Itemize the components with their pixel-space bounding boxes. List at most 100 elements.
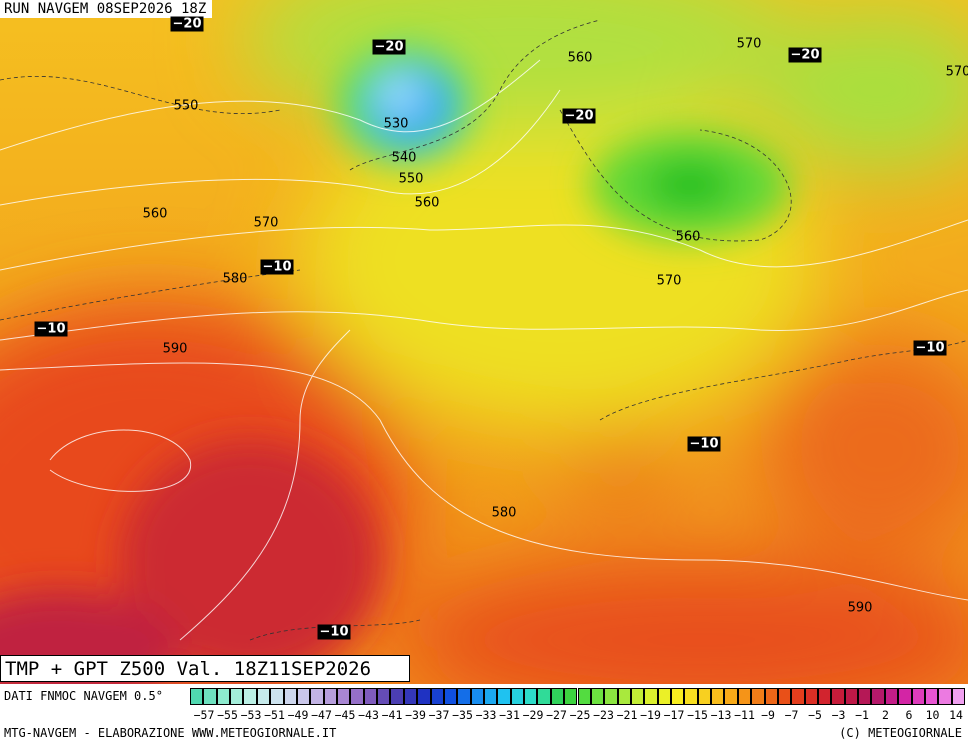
colorbar-swatch <box>844 688 859 705</box>
contour-label: 530 <box>383 116 409 132</box>
colorbar-swatch <box>644 688 658 705</box>
colorbar-swatch <box>377 688 391 705</box>
contour-label: −10 <box>317 624 351 640</box>
colorbar-swatch <box>924 688 939 705</box>
colorbar-label: 6 <box>905 708 913 722</box>
contour-label: 590 <box>162 341 188 357</box>
colorbar-swatch <box>256 688 271 705</box>
copyright: (C) METEOGIORNALE <box>839 726 962 740</box>
colorbar-swatch <box>457 688 471 705</box>
colorbar-label: −31 <box>499 708 520 722</box>
contour-label: −10 <box>260 259 294 275</box>
colorbar-label: −35 <box>452 708 473 722</box>
colorbar-swatch <box>858 688 872 705</box>
colorbar-swatch <box>230 688 244 705</box>
colorbar-swatch <box>417 688 431 705</box>
colorbar-label: −53 <box>240 708 262 722</box>
colorbar-swatch <box>951 688 965 705</box>
colorbar-swatch <box>524 688 538 705</box>
colorbar-swatch <box>737 688 752 705</box>
contour-label: −20 <box>562 108 596 124</box>
contour-label: −10 <box>913 340 947 356</box>
source: DATI FNMOC NAVGEM 0.5° <box>4 689 163 703</box>
colorbar-swatch <box>577 688 591 705</box>
colorbar-label: −21 <box>616 708 638 722</box>
contour-label: 570 <box>736 36 762 52</box>
colorbar-label: −55 <box>217 708 238 722</box>
credit: MTG-NAVGEM - ELABORAZIONE WWW.METEOGIORN… <box>4 726 337 740</box>
colorbar-label: −51 <box>264 708 285 722</box>
colorbar-swatch <box>310 688 324 705</box>
colorbar-swatch <box>190 688 204 705</box>
colorbar-swatch <box>350 688 364 705</box>
colorbar-swatch <box>510 688 525 705</box>
colorbar-label: 14 <box>949 708 963 722</box>
colorbar-swatch <box>243 688 257 705</box>
colorbar-swatch <box>483 688 498 705</box>
colorbar-swatch <box>898 688 912 705</box>
colorbar-swatch <box>283 688 297 705</box>
colorbar-swatch <box>777 688 792 705</box>
colorbar-label: −47 <box>311 708 332 722</box>
contour-label: 570 <box>945 64 968 80</box>
colorbar-label: −11 <box>734 708 755 722</box>
colorbar-swatch <box>764 688 778 705</box>
contour-label: 540 <box>391 150 417 166</box>
colorbar-swatch <box>751 688 765 705</box>
colorbar-swatch <box>203 688 217 705</box>
contour-label: 560 <box>414 195 440 211</box>
colorbar-swatch <box>871 688 885 705</box>
contour-label: −20 <box>170 16 204 32</box>
contour-label: 590 <box>847 600 873 616</box>
contour-label: 570 <box>253 215 279 231</box>
colorbar-swatch <box>403 688 418 705</box>
colorbar-label: −23 <box>593 708 614 722</box>
colorbar-swatch <box>604 688 618 705</box>
colorbar-swatch <box>697 688 712 705</box>
colorbar-label: −3 <box>831 708 846 722</box>
colorbar-label: −33 <box>475 708 497 722</box>
contour-label: 550 <box>173 98 199 114</box>
colorbar-label: −5 <box>808 708 822 722</box>
run-title: RUN NAVGEM 08SEP2026 18Z <box>0 0 213 18</box>
colorbar-swatch <box>711 688 725 705</box>
colorbar-swatch <box>724 688 738 705</box>
colorbar-swatch <box>684 688 698 705</box>
colorbar-swatch <box>443 688 458 705</box>
colorbar-label: 2 <box>882 708 889 722</box>
contour-label: 580 <box>222 271 248 287</box>
colorbar-swatch <box>831 688 845 705</box>
colorbar-swatch <box>270 688 284 705</box>
colorbar-swatch <box>537 688 551 705</box>
colorbar-swatch <box>550 688 565 705</box>
colorbar-label: −41 <box>381 708 403 722</box>
contour-label: 580 <box>491 505 517 521</box>
colorbar-swatch <box>363 688 378 705</box>
colorbar-swatch <box>818 688 832 705</box>
contour-label: 560 <box>142 206 168 222</box>
colorbar-swatch <box>470 688 484 705</box>
contour-label: −10 <box>687 436 721 452</box>
colorbar-swatch <box>617 688 631 705</box>
colorbar-label: −9 <box>761 708 775 722</box>
colorbar-swatch <box>657 688 672 705</box>
colorbar-swatch <box>390 688 404 705</box>
colorbar-swatch <box>938 688 952 705</box>
colorbar-swatch <box>564 688 578 705</box>
colorbar-swatch <box>671 688 685 705</box>
colorbar-label: −7 <box>784 708 799 722</box>
colorbar-swatch <box>884 688 899 705</box>
colorbar-label: −49 <box>287 708 309 722</box>
colorbar-label: −27 <box>546 708 567 722</box>
colorbar-swatch <box>336 688 351 705</box>
colorbar-label: −45 <box>334 708 356 722</box>
colorbar-swatch <box>911 688 925 705</box>
colorbar-swatch <box>430 688 444 705</box>
colorbar-label: −13 <box>710 708 732 722</box>
colorbar-swatch <box>590 688 605 705</box>
colorbar-label: −29 <box>522 708 544 722</box>
colorbar-swatch <box>216 688 231 705</box>
contour-label: 570 <box>656 273 682 289</box>
colorbar-swatch <box>323 688 337 705</box>
